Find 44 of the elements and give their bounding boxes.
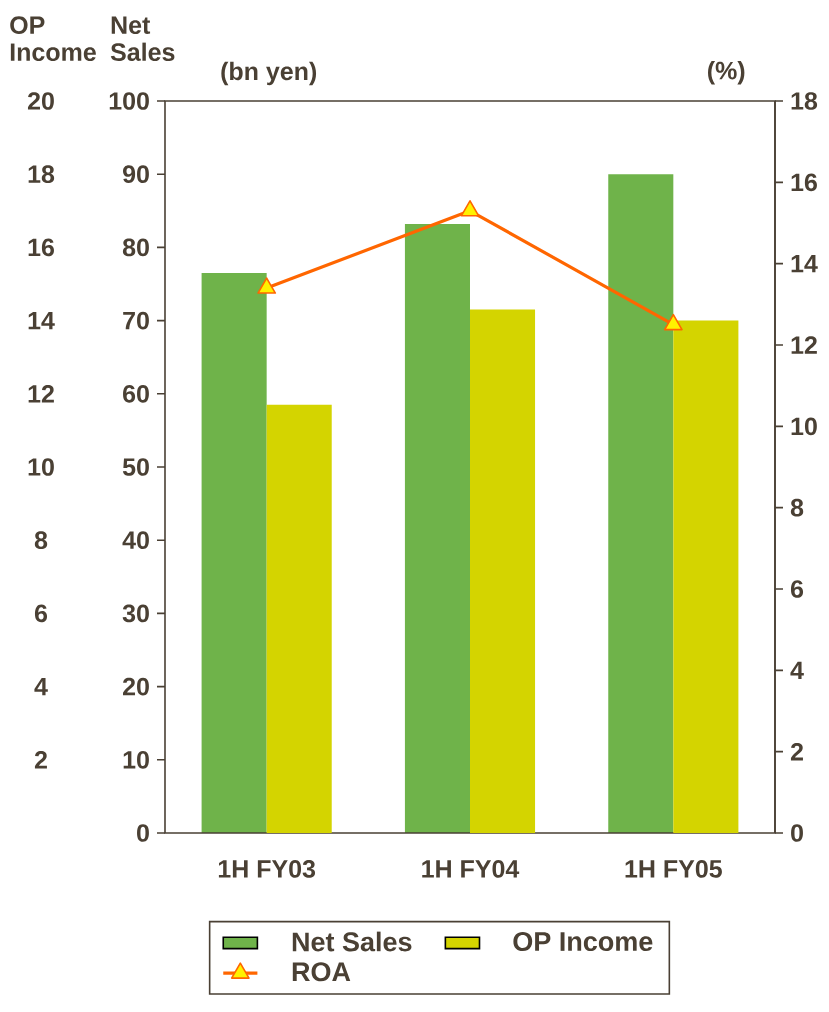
- point: [663, 313, 683, 331]
- y3-tick-label: 10: [791, 417, 817, 436]
- x-tick-label: 1H FY04: [422, 860, 520, 878]
- y2-tick-label: 8: [34, 531, 48, 550]
- y-tick-label: 50: [122, 458, 149, 476]
- y3-tick-label: 12: [791, 336, 817, 354]
- legend-label: OP Income: [513, 931, 653, 952]
- point: [257, 277, 277, 294]
- y3-tick-label: 2: [790, 742, 803, 761]
- y-tick-label: 100: [109, 92, 149, 110]
- y2-tick-label: 14: [28, 312, 55, 330]
- y3-axis-title: (%): [708, 61, 745, 85]
- y-tick-label: 20: [123, 677, 149, 696]
- y2-tick-label: 2: [34, 751, 47, 769]
- y-tick-label: 80: [122, 238, 149, 257]
- y2-tick-label: 20: [27, 92, 54, 110]
- y3-tick-label: 14: [791, 255, 818, 273]
- y-tick-label: 30: [122, 604, 149, 623]
- y3-tick-label: 4: [790, 661, 804, 679]
- y2-tick-label: 4: [34, 678, 48, 696]
- legend-label: Net Sales: [292, 931, 412, 952]
- y2-tick-label: 18: [28, 165, 55, 184]
- y3-tick-label: 6: [790, 580, 804, 598]
- y3-tick-label: 8: [790, 498, 804, 517]
- y2-tick-label: 10: [28, 458, 54, 476]
- y2-tick-label: 16: [28, 238, 54, 257]
- y-tick-label: 90: [123, 165, 149, 184]
- y-tick-label: 40: [122, 531, 149, 550]
- x-tick-label: 1H FY05: [625, 860, 722, 878]
- y2-axis-title: OP Income: [10, 16, 96, 61]
- y-tick-label: 0: [137, 824, 149, 842]
- y3-tick-label: 18: [791, 92, 818, 110]
- text: (bn yen): [221, 61, 317, 86]
- y-tick-label: 70: [123, 311, 149, 330]
- y3-tick-label: 16: [791, 173, 817, 192]
- y3-tick-label: 0: [791, 824, 803, 842]
- y-tick-label: 60: [123, 384, 149, 403]
- y-axis-title: Net Sales: [110, 16, 175, 61]
- x-tick-label: 1H FY03: [218, 860, 316, 878]
- y2-tick-label: 6: [34, 604, 48, 623]
- y-tick-label: 10: [123, 750, 149, 769]
- point: [460, 200, 480, 217]
- y2-tick-label: 12: [28, 385, 54, 403]
- legend-label: ROA: [292, 962, 351, 982]
